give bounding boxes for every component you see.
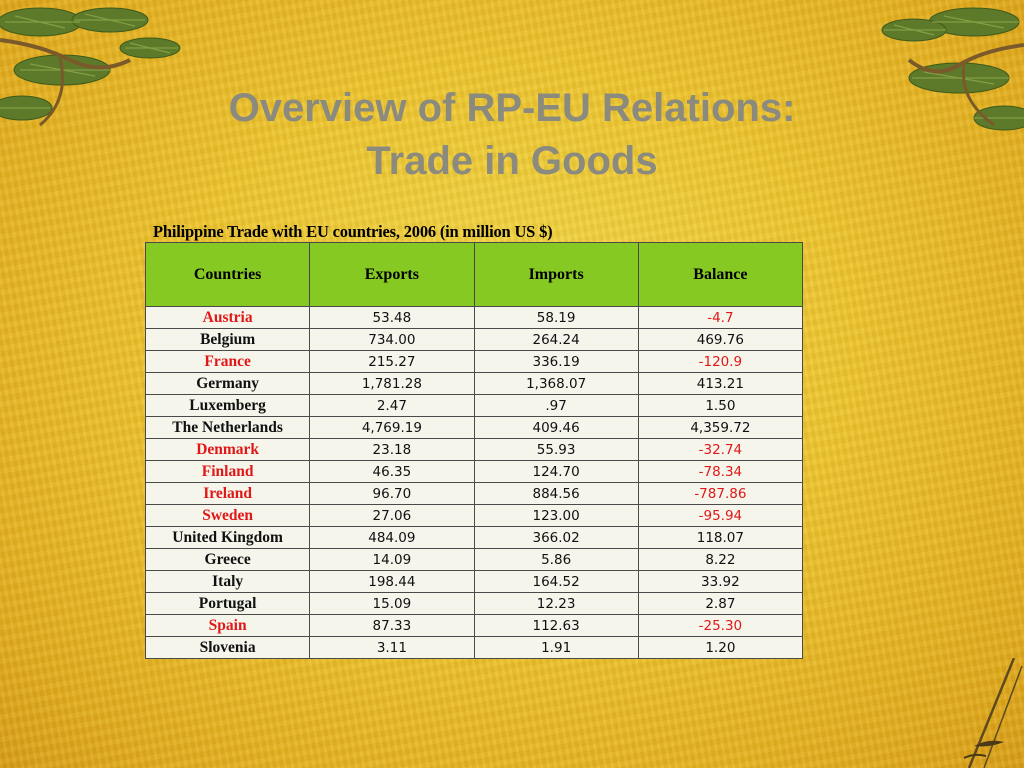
country-cell: France: [144, 350, 311, 373]
balance-cell: 1.20: [637, 636, 804, 659]
table-row: Sweden 27.06 123.00 -95.94: [144, 504, 804, 527]
table-row: Denmark 23.18 55.93 -32.74: [144, 438, 804, 461]
imports-cell: 1.91: [473, 636, 639, 659]
table-caption: Philippine Trade with EU countries, 2006…: [153, 222, 553, 241]
table-row: Ireland 96.70 884.56 -787.86: [144, 482, 804, 505]
slide-title: Overview of RP-EU Relations: Trade in Go…: [0, 82, 1024, 188]
imports-cell: 164.52: [473, 570, 639, 593]
pine-branch-left-icon: [0, 7, 181, 127]
country-cell: Finland: [144, 460, 311, 483]
balance-cell: 8.22: [637, 548, 804, 571]
balance-cell: -95.94: [637, 504, 804, 527]
imports-cell: 112.63: [473, 614, 639, 637]
country-cell: Germany: [144, 372, 311, 395]
table-header-row: Countries Exports Imports Balance: [144, 242, 804, 307]
exports-cell: 3.11: [309, 636, 475, 659]
exports-cell: 87.33: [309, 614, 475, 637]
imports-cell: 264.24: [473, 328, 639, 351]
exports-cell: 4,769.19: [309, 416, 475, 439]
imports-cell: 123.00: [473, 504, 639, 527]
imports-cell: 124.70: [473, 460, 639, 483]
country-cell: Sweden: [144, 504, 311, 527]
exports-cell: 198.44: [309, 570, 475, 593]
country-cell: Italy: [144, 570, 311, 593]
balance-cell: 1.50: [637, 394, 804, 417]
table-row: Finland 46.35 124.70 -78.34: [144, 460, 804, 483]
country-cell: Portugal: [144, 592, 311, 615]
country-cell: Luxemberg: [144, 394, 311, 417]
country-cell: United Kingdom: [144, 526, 311, 549]
title-line-1: Overview of RP-EU Relations:: [228, 86, 796, 130]
balance-cell: 4,359.72: [637, 416, 804, 439]
header-exports: Exports: [309, 242, 475, 307]
table-row: United Kingdom 484.09 366.02 118.07: [144, 526, 804, 549]
imports-cell: 58.19: [473, 306, 639, 329]
balance-cell: -25.30: [637, 614, 804, 637]
imports-cell: 12.23: [473, 592, 639, 615]
country-cell: Belgium: [144, 328, 311, 351]
table-row: Germany 1,781.28 1,368.07 413.21: [144, 372, 804, 395]
imports-cell: 1,368.07: [473, 372, 639, 395]
table-row: Austria 53.48 58.19 -4.7: [144, 306, 804, 329]
table-body: Austria 53.48 58.19 -4.7 Belgium 734.00 264.24…: [144, 306, 804, 659]
country-cell: Ireland: [144, 482, 311, 505]
balance-cell: 413.21: [637, 372, 804, 395]
exports-cell: 734.00: [309, 328, 475, 351]
exports-cell: 15.09: [309, 592, 475, 615]
balance-cell: -78.34: [637, 460, 804, 483]
exports-cell: 23.18: [309, 438, 475, 461]
header-imports: Imports: [473, 242, 639, 307]
title-line-2: Trade in Goods: [366, 139, 658, 183]
table-row: Slovenia 3.11 1.91 1.20: [144, 636, 804, 659]
country-cell: Greece: [144, 548, 311, 571]
exports-cell: 96.70: [309, 482, 475, 505]
country-cell: Spain: [144, 614, 311, 637]
balance-cell: 2.87: [637, 592, 804, 615]
balance-cell: 118.07: [637, 526, 804, 549]
balance-cell: -4.7: [637, 306, 804, 329]
balance-cell: 469.76: [637, 328, 804, 351]
imports-cell: 5.86: [473, 548, 639, 571]
bamboo-decoration-icon: [963, 658, 1023, 768]
country-cell: The Netherlands: [144, 416, 311, 439]
exports-cell: 484.09: [309, 526, 475, 549]
country-cell: Denmark: [144, 438, 311, 461]
table-row: Belgium 734.00 264.24 469.76: [144, 328, 804, 351]
exports-cell: 27.06: [309, 504, 475, 527]
country-cell: Slovenia: [144, 636, 311, 659]
header-countries: Countries: [144, 242, 311, 307]
imports-cell: 366.02: [473, 526, 639, 549]
exports-cell: 1,781.28: [309, 372, 475, 395]
country-cell: Austria: [144, 306, 311, 329]
balance-cell: -32.74: [637, 438, 804, 461]
exports-cell: 215.27: [309, 350, 475, 373]
exports-cell: 46.35: [309, 460, 475, 483]
imports-cell: .97: [473, 394, 639, 417]
table-row: The Netherlands 4,769.19 409.46 4,359.72: [144, 416, 804, 439]
imports-cell: 336.19: [473, 350, 639, 373]
balance-cell: -787.86: [637, 482, 804, 505]
table-row: Greece 14.09 5.86 8.22: [144, 548, 804, 571]
table-row: Luxemberg 2.47.97 1.50: [144, 394, 804, 417]
balance-cell: 33.92: [637, 570, 804, 593]
header-balance: Balance: [637, 242, 804, 307]
table-row: Spain 87.33 112.63 -25.30: [144, 614, 804, 637]
imports-cell: 55.93: [473, 438, 639, 461]
pine-branch-right-icon: [881, 7, 1024, 131]
exports-cell: 14.09: [309, 548, 475, 571]
trade-table: Countries Exports Imports Balance Austri…: [144, 242, 804, 659]
imports-cell: 409.46: [473, 416, 639, 439]
imports-cell: 884.56: [473, 482, 639, 505]
exports-cell: 53.48: [309, 306, 475, 329]
table-row: France 215.27 336.19 -120.9: [144, 350, 804, 373]
table-row: Italy 198.44 164.52 33.92: [144, 570, 804, 593]
balance-cell: -120.9: [637, 350, 804, 373]
table-row: Portugal 15.09 12.23 2.87: [144, 592, 804, 615]
exports-cell: 2.47: [309, 394, 475, 417]
